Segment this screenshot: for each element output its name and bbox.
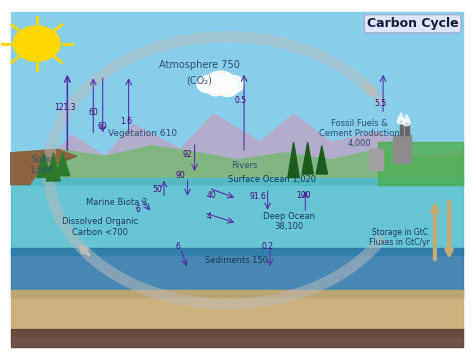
Text: 100: 100 <box>296 191 310 200</box>
Circle shape <box>217 81 238 97</box>
Text: Marine Biota 3: Marine Biota 3 <box>86 198 147 207</box>
Text: (CO₂): (CO₂) <box>186 76 212 86</box>
Circle shape <box>397 118 405 124</box>
Polygon shape <box>11 329 463 346</box>
Text: 6: 6 <box>176 242 181 251</box>
Circle shape <box>220 75 244 93</box>
Text: Surface Ocean 1,020: Surface Ocean 1,020 <box>228 175 316 184</box>
Text: Dissolved Organic
Carbon <700: Dissolved Organic Carbon <700 <box>62 217 138 236</box>
Text: Carbon Cycle: Carbon Cycle <box>367 17 458 30</box>
Text: 60: 60 <box>89 108 98 117</box>
Polygon shape <box>11 290 463 336</box>
Text: 60: 60 <box>98 122 108 131</box>
Bar <box>392 135 411 163</box>
Text: 92: 92 <box>182 150 192 159</box>
Text: Deep Ocean
38,100: Deep Ocean 38,100 <box>263 212 315 231</box>
Polygon shape <box>55 153 70 176</box>
Text: 91.6: 91.6 <box>250 192 267 201</box>
Polygon shape <box>11 12 463 185</box>
Circle shape <box>205 71 236 94</box>
Text: Storage in GtC
Fluxes in GtC/yr: Storage in GtC Fluxes in GtC/yr <box>369 228 430 247</box>
Text: 6: 6 <box>136 205 140 214</box>
Circle shape <box>404 118 409 121</box>
Polygon shape <box>46 153 60 181</box>
Text: Rivers: Rivers <box>231 161 257 170</box>
Circle shape <box>399 116 403 119</box>
Text: 121.3: 121.3 <box>54 103 76 111</box>
Text: 50: 50 <box>152 185 162 194</box>
Text: 0.2: 0.2 <box>262 242 273 251</box>
Polygon shape <box>288 142 299 178</box>
Circle shape <box>403 120 410 126</box>
Text: 5.5: 5.5 <box>374 99 387 108</box>
Bar <box>405 123 409 135</box>
Text: 0.5: 0.5 <box>235 95 247 104</box>
Text: Vegetation 610: Vegetation 610 <box>108 129 177 138</box>
Polygon shape <box>36 153 51 178</box>
Text: 4: 4 <box>206 212 211 221</box>
Polygon shape <box>378 142 463 185</box>
Text: Atmosphere 750: Atmosphere 750 <box>159 60 240 70</box>
Bar <box>369 149 383 170</box>
Text: Soils
1,580: Soils 1,580 <box>29 155 53 175</box>
Circle shape <box>206 82 225 96</box>
Circle shape <box>197 75 220 93</box>
Polygon shape <box>11 248 463 297</box>
Polygon shape <box>316 146 328 174</box>
Circle shape <box>406 115 408 116</box>
Circle shape <box>400 113 402 115</box>
Text: Fossil Fuels &
Cement Production
4,000: Fossil Fuels & Cement Production 4,000 <box>319 119 400 148</box>
Polygon shape <box>11 114 463 185</box>
Text: 1.6: 1.6 <box>120 117 132 126</box>
Text: Sediments 150: Sediments 150 <box>206 256 268 265</box>
Polygon shape <box>11 149 77 185</box>
Polygon shape <box>11 146 463 185</box>
Polygon shape <box>302 142 313 174</box>
Text: 90: 90 <box>175 171 185 180</box>
Text: 40: 40 <box>206 191 216 200</box>
Bar <box>400 121 403 135</box>
Circle shape <box>13 26 60 61</box>
Polygon shape <box>11 178 463 255</box>
